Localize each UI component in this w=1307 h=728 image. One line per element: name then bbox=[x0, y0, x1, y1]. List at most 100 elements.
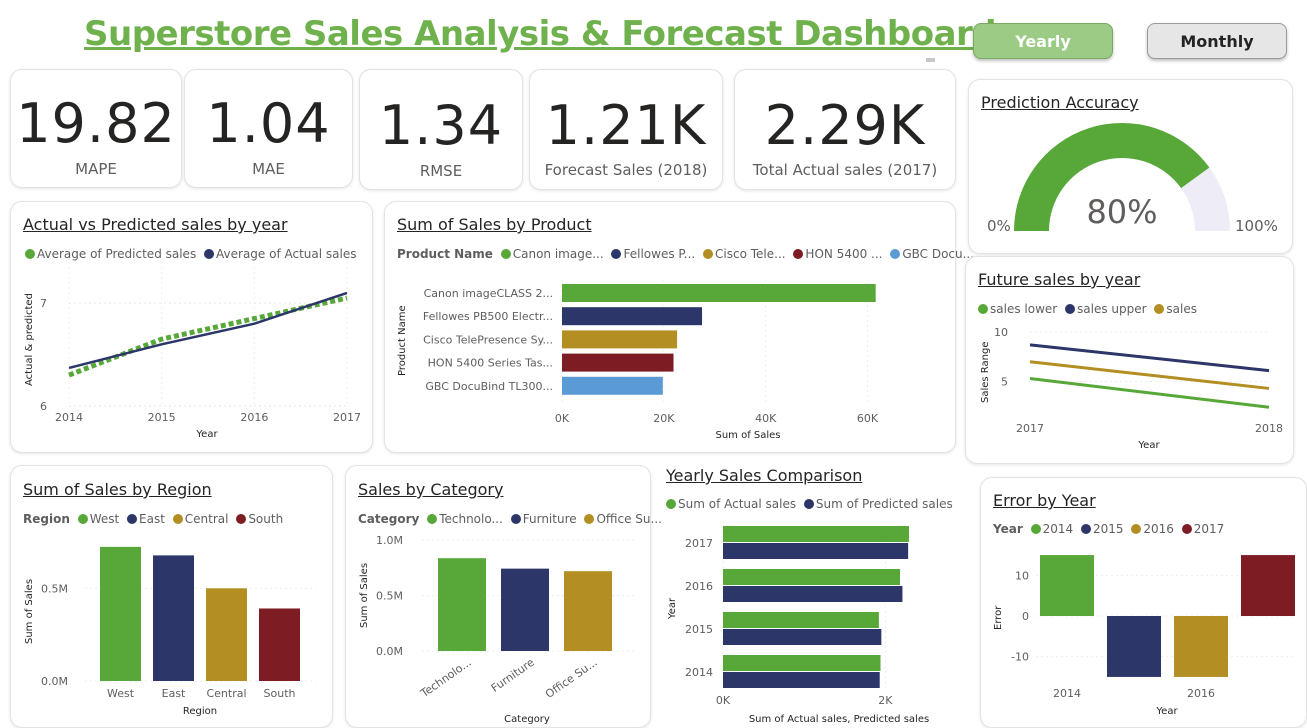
tick-label: 2K bbox=[878, 694, 893, 707]
bar bbox=[1241, 555, 1295, 616]
error-by-year-chart: Error Year -10 0 10 2014 2016 bbox=[993, 555, 1296, 717]
tick-label: 0.5M bbox=[376, 590, 403, 603]
x-axis-label: Region bbox=[183, 706, 217, 717]
tick-label: 0.0M bbox=[41, 675, 68, 688]
series-line-predicted bbox=[68, 295, 348, 378]
tick-label: Fellowes PB500 Electr... bbox=[423, 310, 553, 323]
legend-item: 2015 bbox=[1092, 522, 1124, 536]
card-title: Future sales by year bbox=[978, 270, 1141, 289]
series-line-sales-upper bbox=[1029, 343, 1270, 373]
chart-legend: Sum of Actual sales Sum of Predicted sal… bbox=[662, 497, 953, 511]
bar bbox=[562, 307, 703, 326]
bar bbox=[153, 555, 194, 681]
tick-label: 2014 bbox=[685, 666, 713, 679]
bar bbox=[100, 546, 141, 681]
bar-predicted bbox=[723, 629, 882, 645]
tick-label: 0K bbox=[716, 694, 731, 707]
x-axis-label: Year bbox=[1155, 706, 1178, 717]
bar bbox=[1040, 555, 1094, 616]
sales-by-product-card[interactable]: Sum of Sales by Product Product Name Can… bbox=[384, 201, 974, 453]
kpi-card-rmse[interactable]: 1.34 RMSE bbox=[359, 69, 523, 190]
kpi-label: Forecast Sales (2018) bbox=[544, 161, 708, 179]
actual-vs-predicted-card[interactable]: Actual vs Predicted sales by year Averag… bbox=[10, 201, 373, 453]
card-title: Yearly Sales Comparison bbox=[666, 466, 863, 485]
kpi-card-mape[interactable]: 19.82 MAPE bbox=[10, 69, 182, 188]
legend-item: Furniture bbox=[522, 512, 577, 526]
monthly-button-label: Monthly bbox=[1180, 32, 1254, 51]
tick-label: 10 bbox=[994, 326, 1008, 339]
kpi-card-forecast[interactable]: 1.21K Forecast Sales (2018) bbox=[529, 69, 723, 190]
x-axis-label: Sum of Actual sales, Predicted sales bbox=[749, 714, 929, 725]
kpi-label: RMSE bbox=[419, 162, 463, 180]
yearly-comparison-panel[interactable]: Yearly Sales Comparison Sum of Actual sa… bbox=[656, 459, 966, 728]
bar-actual bbox=[723, 655, 881, 671]
x-axis-label: Category bbox=[504, 714, 550, 725]
legend-title: Product Name bbox=[397, 247, 493, 261]
legend-dot bbox=[172, 514, 183, 524]
chart-legend: sales lower sales upper sales bbox=[974, 302, 1197, 316]
tick-label: 2014 bbox=[1053, 687, 1081, 700]
legend-title: Region bbox=[23, 512, 70, 526]
x-axis-label: Year bbox=[195, 429, 218, 440]
kpi-label: MAE bbox=[252, 160, 285, 178]
kpi-label: MAPE bbox=[75, 160, 117, 178]
error-by-year-card[interactable]: Error by Year Year 2014 2015 2016 2017 E… bbox=[980, 477, 1307, 728]
legend-item: Average of Predicted sales bbox=[37, 247, 197, 261]
legend-dot bbox=[666, 499, 676, 509]
legend-dot bbox=[890, 249, 901, 259]
x-axis-label: Year bbox=[1137, 440, 1160, 451]
legend-item: HON 5400 ... bbox=[805, 247, 883, 261]
tick-label: Office Su... bbox=[543, 656, 600, 701]
tick-label: 2017 bbox=[333, 411, 361, 424]
bar-actual bbox=[723, 569, 901, 585]
legend-item: South bbox=[248, 512, 284, 526]
tick-label: Furniture bbox=[489, 656, 537, 695]
legend-item: Technolo... bbox=[439, 512, 503, 526]
bar-predicted bbox=[723, 672, 880, 688]
legend-dot bbox=[611, 249, 622, 259]
tick-label: -10 bbox=[1011, 651, 1029, 664]
future-sales-card[interactable]: Future sales by year sales lower sales u… bbox=[965, 256, 1294, 464]
kpi-value: 2.29K bbox=[764, 94, 926, 157]
tick-label: Canon imageCLASS 2... bbox=[424, 287, 553, 300]
sales-by-category-card[interactable]: Sales by Category Category Technolo... F… bbox=[345, 465, 662, 728]
bar bbox=[564, 571, 612, 651]
series-line-sales bbox=[1029, 360, 1270, 390]
chart-legend: Region West East Central South bbox=[23, 512, 283, 526]
legend-dot bbox=[1154, 304, 1165, 314]
card-title: Sum of Sales by Product bbox=[397, 215, 592, 234]
legend-dot bbox=[204, 249, 215, 259]
prediction-accuracy-card[interactable]: Prediction Accuracy 80% 0% 100% bbox=[968, 79, 1293, 254]
tick-label: 2017 bbox=[685, 537, 713, 550]
series-line-actual bbox=[68, 291, 348, 370]
legend-item: sales upper bbox=[1077, 302, 1147, 316]
tick-label: HON 5400 Series Tas... bbox=[428, 357, 553, 370]
bar bbox=[206, 588, 247, 681]
card-title: Sales by Category bbox=[358, 480, 504, 499]
kpi-card-total-actual[interactable]: 2.29K Total Actual sales (2017) bbox=[734, 69, 956, 190]
yearly-button[interactable]: Yearly bbox=[973, 23, 1113, 59]
tick-label: 2015 bbox=[685, 623, 713, 636]
legend-item: East bbox=[139, 512, 165, 526]
tick-label: 20K bbox=[653, 412, 675, 425]
tick-label: East bbox=[162, 687, 186, 700]
tick-label: 2017 bbox=[1016, 422, 1044, 435]
kpi-card-mae[interactable]: 1.04 MAE bbox=[184, 69, 353, 188]
bar-predicted bbox=[723, 543, 909, 559]
monthly-button[interactable]: Monthly bbox=[1147, 23, 1287, 59]
legend-item: GBC Docu... bbox=[902, 247, 975, 261]
gauge-min-label: 0% bbox=[987, 217, 1011, 235]
bar bbox=[562, 353, 674, 372]
tick-label: 2016 bbox=[685, 580, 713, 593]
legend-item: Office Su... bbox=[596, 512, 662, 526]
legend-item: Average of Actual sales bbox=[216, 247, 357, 261]
kpi-label: Total Actual sales (2017) bbox=[752, 161, 938, 179]
tick-label: 2016 bbox=[1187, 687, 1215, 700]
legend-dot bbox=[427, 514, 438, 524]
tick-label: Central bbox=[206, 687, 246, 700]
y-axis-label: Actual & predicted bbox=[24, 293, 35, 386]
legend-item: Cisco Tele... bbox=[715, 247, 786, 261]
tick-label: West bbox=[107, 687, 135, 700]
sales-by-region-card[interactable]: Sum of Sales by Region Region West East … bbox=[10, 465, 333, 728]
bar bbox=[1174, 616, 1228, 677]
